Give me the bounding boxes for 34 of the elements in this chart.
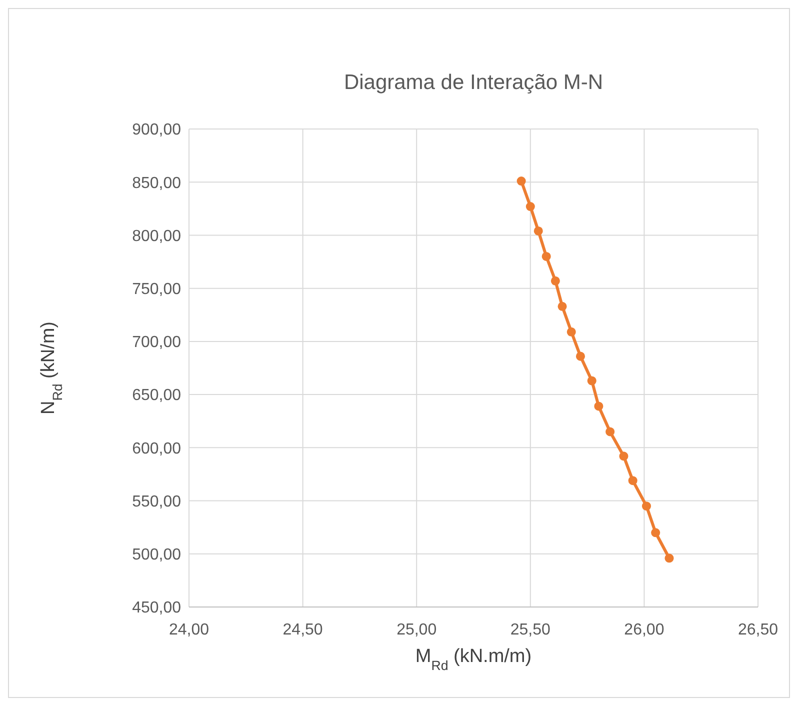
point — [516, 176, 526, 186]
x-tick-label: 25,00 — [396, 621, 437, 638]
point — [558, 302, 567, 311]
y-tick-label: 750,00 — [132, 281, 182, 298]
point — [576, 352, 585, 361]
chart-title: Diagrama de Interação M-N — [342, 71, 604, 95]
point — [642, 502, 651, 511]
x-tick-label: 26,50 — [738, 621, 778, 638]
point — [651, 528, 660, 538]
y-tick-label: 700,00 — [132, 334, 182, 352]
x-tick-label: 26,00 — [624, 621, 664, 638]
point — [606, 427, 615, 436]
point — [587, 376, 596, 386]
point — [542, 252, 551, 261]
y-tick-label: 450,00 — [132, 600, 182, 617]
y-tick-label: 850,00 — [132, 174, 182, 192]
point — [566, 327, 576, 336]
y-tick-label: 800,00 — [132, 228, 182, 245]
y-tick-label: 900,00 — [132, 122, 182, 139]
y-tick-label: 650,00 — [132, 387, 182, 404]
x-tick-label: 24,00 — [168, 621, 210, 638]
point — [664, 554, 674, 563]
point — [594, 402, 604, 411]
point — [550, 276, 560, 286]
y-tick-label: 550,00 — [132, 493, 182, 510]
point — [526, 202, 535, 212]
point — [534, 226, 543, 236]
y-tick-label: 600,00 — [132, 440, 182, 458]
x-axis-title: M$_{Rd}$ (kN.m/m) — [415, 646, 532, 672]
point — [619, 452, 628, 461]
x-tick-label: 24,50 — [282, 621, 323, 638]
point — [628, 476, 638, 486]
x-tick-label: 25,50 — [510, 621, 551, 638]
y-tick-label: 500,00 — [132, 546, 182, 564]
